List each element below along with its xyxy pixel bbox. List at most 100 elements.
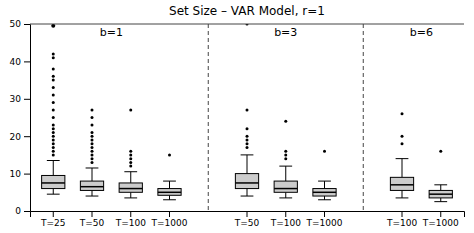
x-tick: T=1000 [422, 211, 459, 228]
whisker-cap-low [163, 199, 176, 200]
y-tick-label: 40 [10, 57, 22, 67]
box [42, 175, 65, 188]
outlier [52, 150, 55, 153]
outlier [91, 138, 94, 141]
whisker-high [285, 166, 286, 181]
x-tick-mark [53, 211, 54, 217]
outlier [284, 120, 287, 123]
x-tick: T=50 [79, 211, 105, 228]
outlier [246, 127, 249, 130]
box [235, 174, 258, 189]
outlier [52, 101, 55, 104]
outlier [91, 153, 94, 156]
y-tick-mark [24, 61, 30, 62]
outlier [52, 146, 55, 149]
group-divider [363, 24, 364, 211]
whisker-cap-high [396, 158, 409, 159]
outlier [52, 79, 55, 82]
median [313, 192, 336, 194]
whisker-cap-high [279, 166, 292, 167]
y-axis: 0 10 20 30 40 50 [10, 19, 31, 216]
x-tick: T=1000 [151, 211, 188, 228]
y-tick-label: 30 [10, 94, 22, 104]
outlier [401, 112, 404, 115]
y-axis-line [24, 25, 31, 212]
outlier [52, 116, 55, 119]
x-tick: T=50 [234, 211, 260, 228]
outlier [168, 153, 171, 156]
outlier [52, 52, 55, 55]
outlier [323, 150, 326, 153]
y-tick-mark [24, 24, 30, 25]
outlier [246, 146, 249, 149]
outlier [91, 116, 94, 119]
x-tick-label: T=100 [386, 218, 417, 228]
box [158, 189, 181, 196]
whisker-cap-high [47, 160, 60, 161]
whisker-high [169, 181, 170, 188]
outlier [52, 56, 55, 59]
y-tick-mark [24, 174, 30, 175]
outlier [129, 109, 132, 112]
whisker-high [402, 159, 403, 178]
x-tick-mark [169, 211, 170, 217]
box [429, 190, 452, 197]
whisker-cap-low [124, 197, 137, 198]
outlier [401, 142, 404, 145]
y-tick-mark [24, 99, 30, 100]
whisker-cap-low [396, 197, 409, 198]
whisker-cap-low [318, 199, 331, 200]
box [390, 177, 413, 190]
whisker-low [53, 189, 54, 195]
median [274, 188, 297, 190]
box-group [42, 24, 65, 194]
outlier [246, 135, 249, 138]
whisker-low [247, 189, 248, 196]
outlier [52, 142, 55, 145]
whisker-high [53, 161, 54, 176]
whisker-cap-low [241, 196, 254, 197]
outlier [91, 142, 94, 145]
y-tick: 10 [10, 169, 30, 179]
box-group [119, 109, 142, 198]
outlier [246, 142, 249, 145]
y-tick-label: 20 [10, 132, 22, 142]
y-tick: 30 [10, 94, 30, 104]
whisker-cap-high [434, 184, 447, 185]
chart: Set Size – VAR Model, r=101020304050T=25… [0, 0, 474, 233]
whisker-cap-high [163, 181, 176, 182]
median [42, 182, 65, 184]
whisker-cap-high [318, 181, 331, 182]
x-tick-mark [285, 211, 286, 217]
x-tick: T=100 [386, 211, 417, 228]
x-tick-mark [130, 211, 131, 217]
box-group [80, 109, 103, 197]
whisker-cap-high [86, 167, 99, 168]
outlier [91, 135, 94, 138]
box [119, 183, 142, 192]
outlier [129, 153, 132, 156]
whisker-cap-low [47, 194, 60, 195]
group-label: b=1 [100, 26, 123, 39]
outlier [52, 153, 55, 156]
y-tick: 50 [10, 19, 30, 29]
outlier [284, 150, 287, 153]
x-tick-label: T=50 [79, 218, 105, 228]
box-group [313, 150, 336, 200]
x-tick-label: T=100 [270, 218, 301, 228]
y-tick: 0 [15, 206, 30, 216]
y-tick-mark [24, 211, 30, 212]
median [158, 192, 181, 194]
x-tick: T=100 [115, 211, 146, 228]
outlier [129, 165, 132, 168]
whisker-low [169, 195, 170, 199]
outlier [284, 153, 287, 156]
box-group [429, 150, 452, 202]
y-tick-label: 10 [10, 169, 22, 179]
whisker-low [92, 190, 93, 196]
x-tick-mark [324, 211, 325, 217]
outlier [246, 109, 249, 112]
outlier [401, 135, 404, 138]
x-tick: T=100 [270, 211, 301, 228]
box-group [390, 112, 413, 198]
